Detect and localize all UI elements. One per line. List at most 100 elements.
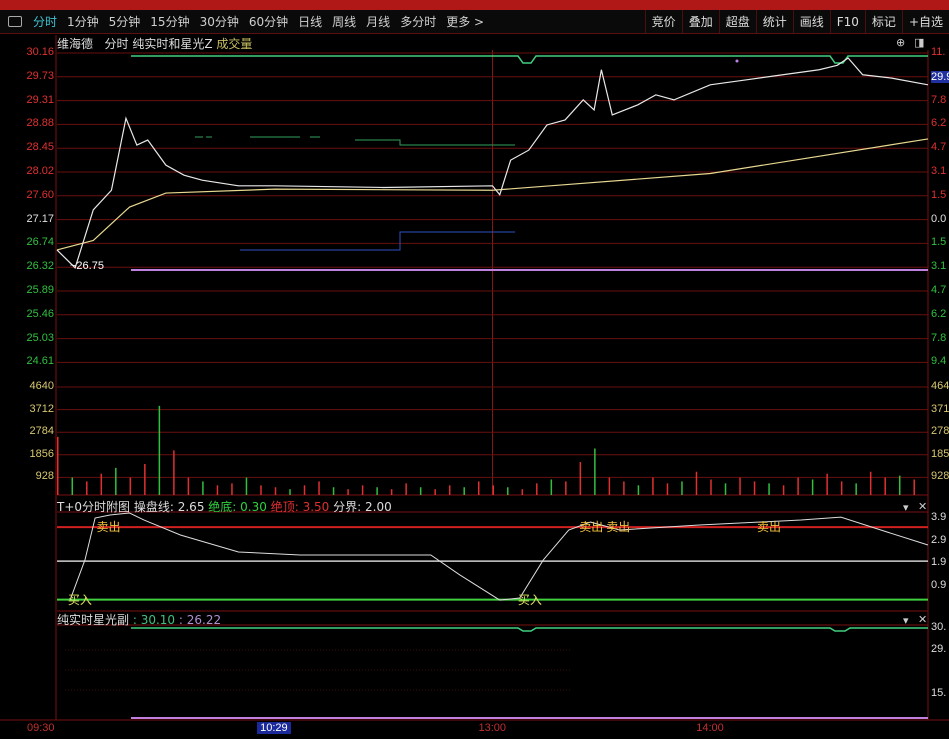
price-tick-label: 29.31	[26, 93, 54, 106]
percent-tick-label: 4.7	[931, 141, 947, 154]
tab-period[interactable]: 60分钟	[248, 15, 289, 29]
volume-bar	[507, 487, 509, 495]
price-tick-label: 26.74	[26, 236, 54, 249]
tab-period[interactable]: 5分钟	[108, 15, 141, 29]
volume-bar	[274, 487, 277, 495]
tool-buttons: 竞价 叠加 超盘 统计 画线 F10 标记 +自选	[644, 10, 949, 33]
volume-tick-label: 3712	[29, 402, 54, 415]
tool-button[interactable]: 标记	[864, 10, 902, 33]
volume-bar	[884, 477, 886, 495]
star-panel-header: 纯实时星光副 : 30.10 : 26.22	[57, 611, 221, 628]
panel-toggle-icon[interactable]	[8, 16, 22, 27]
t0-tick-label: 2.9	[931, 533, 947, 546]
price-tick-label: 26.32	[26, 260, 54, 273]
sell-signal: 卖出	[606, 520, 630, 534]
volume-bar	[826, 473, 828, 495]
volume-bar	[913, 479, 915, 495]
volume-bar	[405, 483, 407, 495]
t0-bottom-label: 绝底:	[208, 500, 237, 514]
volume-bar	[869, 471, 872, 495]
tool-button[interactable]: 超盘	[718, 10, 756, 33]
price-tick-label: 28.88	[26, 117, 54, 130]
tab-period[interactable]: 周线	[332, 15, 357, 29]
volume-bar	[579, 462, 582, 495]
buy-signal: 买入	[68, 593, 92, 607]
close-panel-icon[interactable]: ✕	[918, 500, 928, 513]
tab-period[interactable]: 1分钟	[67, 15, 99, 29]
panel-toggle-icon[interactable]: ◨	[914, 36, 925, 49]
volume-bar	[100, 473, 103, 495]
percent-tick-label: 7.8	[931, 93, 947, 106]
volume-bar	[173, 450, 175, 495]
panel-menu-icon[interactable]: ▾	[903, 501, 909, 514]
tab-period[interactable]: 15分钟	[150, 15, 190, 29]
volume-bar	[86, 481, 88, 495]
price-tick-label: 25.03	[26, 331, 54, 344]
volume-bar	[594, 448, 596, 495]
volume-bar	[202, 481, 204, 495]
tab-period[interactable]: 月线	[366, 15, 391, 29]
percent-tick-label: 1.5	[931, 188, 947, 201]
tab-period[interactable]: 更多 >	[446, 15, 485, 29]
percent-tick-label: 6.2	[931, 307, 947, 320]
zoom-in-icon[interactable]: ⊕	[896, 36, 906, 49]
volume-bar	[158, 405, 161, 495]
volume-bar	[521, 489, 524, 495]
indicator-green-segments	[195, 136, 515, 146]
volume-bar	[390, 489, 393, 495]
tool-button[interactable]: +自选	[901, 10, 949, 33]
star-value-2: : 26.22	[178, 613, 222, 627]
t0-bottom-value: 0.30	[240, 500, 267, 514]
volume-bar	[536, 483, 538, 495]
tool-button[interactable]: 画线	[792, 10, 830, 33]
panel-menu-icon[interactable]: ▾	[903, 614, 909, 627]
t0-tick-label: 1.9	[931, 556, 947, 569]
t0-tick-label: 3.9	[931, 511, 947, 523]
price-tick-label: 27.60	[26, 188, 54, 201]
volume-tick-label: 464	[931, 380, 949, 392]
percent-tick-label: 3.1	[931, 165, 947, 177]
volume-label: 成交量	[216, 37, 253, 51]
sell-signal: 卖出	[757, 520, 781, 534]
tab-period[interactable]: 分时	[33, 15, 58, 29]
volume-bar	[332, 487, 335, 495]
volume-bar	[652, 477, 654, 495]
volume-bar	[898, 475, 901, 495]
volume-bar	[695, 471, 698, 495]
close-panel-icon[interactable]: ✕	[918, 613, 928, 626]
volume-bar	[463, 487, 465, 495]
volume-bar	[115, 467, 117, 495]
percent-tick-label: 7.8	[931, 331, 947, 344]
tab-period[interactable]: 日线	[298, 15, 323, 29]
tool-button[interactable]: F10	[829, 10, 865, 33]
t0-line-value: 2.65	[177, 500, 205, 514]
volume-bar	[260, 485, 262, 495]
tab-period[interactable]: 30分钟	[199, 15, 239, 29]
volume-bar	[419, 487, 422, 495]
tool-button[interactable]: 竞价	[644, 10, 682, 33]
price-tick-label: 29.73	[26, 69, 54, 82]
buy-signal: 买入	[518, 593, 542, 607]
tool-button[interactable]: 叠加	[681, 10, 719, 33]
time-tick-label: 14:00	[696, 722, 724, 734]
tab-period[interactable]: 多分时	[400, 15, 437, 29]
t0-line-label: 操盘线:	[133, 500, 174, 514]
indicator-dot	[735, 59, 739, 63]
t0-split-label: 分界:	[333, 500, 362, 514]
price-line	[56, 57, 929, 269]
toolbar: 分时 1分钟 5分钟 15分钟 30分钟 60分钟 日线 周线 月线 多分时 更多 > 竞价 叠加 超盘…	[0, 10, 949, 34]
price-tick-label: 28.02	[26, 165, 54, 177]
volume-bar	[347, 489, 349, 495]
volume-bar	[477, 481, 480, 495]
volume-bar	[797, 477, 799, 495]
volume-bar	[782, 485, 785, 495]
tool-button[interactable]: 统计	[755, 10, 793, 33]
volume-bar	[768, 483, 770, 495]
t0-operation-line	[69, 512, 929, 601]
volume-bar	[245, 477, 248, 495]
star-top-line	[131, 627, 928, 632]
price-tick-label: 25.46	[26, 307, 54, 320]
mode-label: 分时	[104, 37, 129, 51]
volume-bar	[666, 483, 669, 495]
